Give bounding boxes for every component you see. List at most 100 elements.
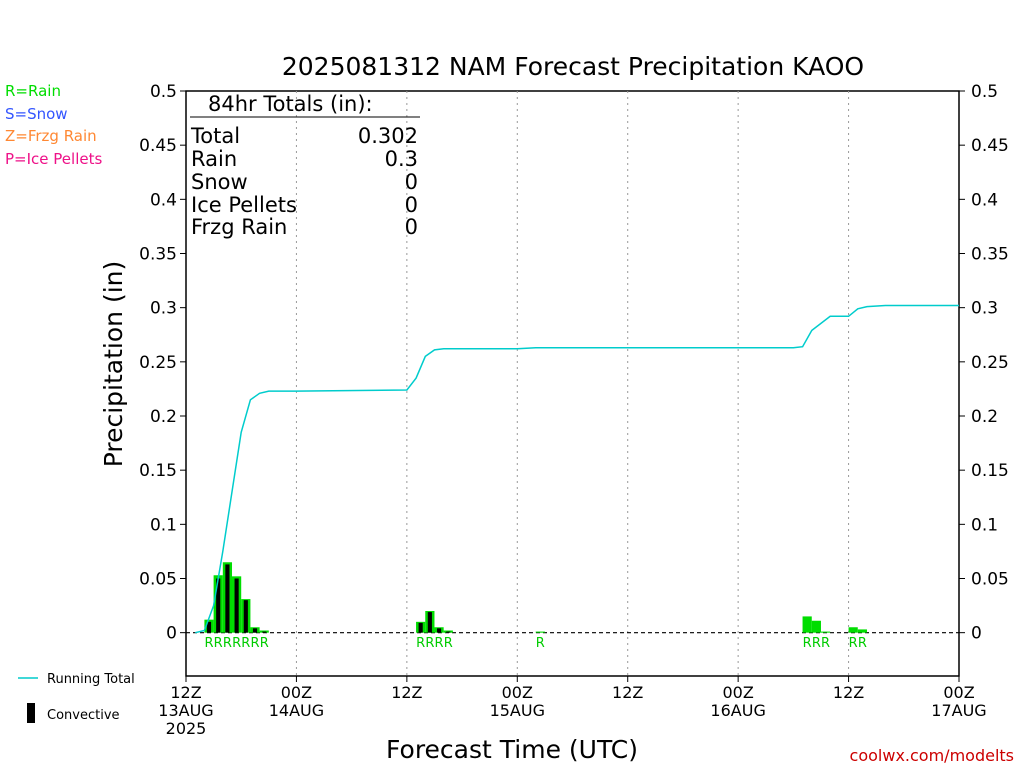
convective-bar [225,564,230,633]
precip-type-label: R [435,636,444,651]
grid-lines [295,91,850,676]
y-tick-label-right: 0 [971,624,982,644]
x-tick-label: 12Z [170,683,201,702]
precip-type-label: R [241,636,250,651]
y-tick-label-left: 0 [166,624,177,644]
precip-bar [802,616,812,633]
precip-type-label: R [803,636,812,651]
y-tick-label-right: 0.15 [971,461,1009,481]
precip-type-label: R [444,636,453,651]
legend-snow: S=Snow [5,105,68,123]
y-tick-label-right: 0.3 [971,299,998,319]
y-axis-left: 0 0.05 0.1 0.15 0.2 0.25 0.3 0.35 0.4 0.45 0.5 [139,82,186,644]
x-tick-label: 13AUG [158,701,213,720]
convective-bar [436,628,442,633]
precip-type-label: R [232,636,241,651]
precip-type-label: R [858,636,867,651]
plot-frame [185,90,960,677]
x-tick-label: 16AUG [710,701,765,720]
x-tick-label: 00Z [281,683,312,702]
legend-frzg-rain: Z=Frzg Rain [5,127,97,145]
totals-label-frzg-rain: Frzg Rain [191,215,287,239]
convective-bar [262,631,267,633]
precip-type-label: R [204,636,213,651]
precip-type-label: R [223,636,232,651]
y-tick-label-left: 0.3 [150,299,177,319]
x-tick-label: 00Z [722,683,753,702]
precip-type-label: R [425,636,434,651]
y-tick-label-right: 0.05 [971,570,1009,590]
bottom-legend: Running Total Convective [18,672,135,723]
totals-label-rain: Rain [191,147,237,171]
watermark: coolwx.com/modelts [850,746,1014,765]
convective-bar [206,621,212,633]
y-tick-label-left: 0.15 [139,461,177,481]
totals-value-rain: 0.3 [385,147,418,171]
totals-value-ice-pellets: 0 [405,193,418,217]
legend-ice-pellets: P=Ice Pellets [5,150,102,168]
precip-type-label: R [812,636,821,651]
x-tick-label: 15AUG [490,701,545,720]
precip-bar [857,629,867,633]
precip-bar [848,627,858,633]
chart-title: 2025081312 NAM Forecast Precipitation KA… [282,52,864,81]
y-tick-label-right: 0.45 [971,136,1009,156]
precip-bar [535,631,545,633]
y-tick-label-left: 0.45 [139,136,177,156]
convective-bar [252,628,258,633]
totals-value-total: 0.302 [358,124,418,148]
convective-swatch [27,703,35,723]
convective-bar [216,578,221,633]
precip-type-legend: R=Rain S=Snow Z=Frzg Rain P=Ice Pellets [5,82,102,168]
running-total-legend-label: Running Total [47,672,135,687]
precip-bars [204,562,867,633]
x-tick-label: 00Z [502,683,533,702]
convective-bar [243,600,248,633]
totals-box: 84hr Totals (in): Total 0.302 Rain 0.3 S… [190,92,420,239]
x-tick-label: 17AUG [931,701,986,720]
precip-bar [811,620,821,633]
precip-type-label: R [214,636,223,651]
running-total-layer [195,304,959,634]
legend-rain: R=Rain [5,82,61,100]
y-tick-label-right: 0.1 [971,515,998,535]
precip-type-label: R [416,636,425,651]
totals-value-snow: 0 [405,170,418,194]
convective-bar [418,622,423,633]
x-axis-label: Forecast Time (UTC) [386,735,638,764]
y-tick-label-left: 0.1 [150,515,177,535]
y-tick-label-left: 0.2 [150,407,177,427]
y-tick-label-right: 0.35 [971,245,1009,265]
convective-bar [446,631,451,633]
x-tick-label: 2025 [166,719,207,738]
y-axis-right: 0 0.05 0.1 0.15 0.2 0.25 0.3 0.35 0.4 0.45 0.5 [959,82,1009,644]
x-tick-label: 12Z [391,683,422,702]
y-tick-label-left: 0.05 [139,570,177,590]
precip-type-label: R [821,636,830,651]
precip-type-label: R [260,636,269,651]
totals-value-frzg-rain: 0 [405,215,418,239]
y-tick-label-right: 0.4 [971,190,998,210]
convective-legend-label: Convective [47,708,120,723]
x-tick-label: 12Z [833,683,864,702]
running-total-line [195,304,959,634]
totals-header: 84hr Totals (in): [208,92,373,116]
y-tick-label-left: 0.35 [139,245,177,265]
convective-bar [427,612,432,633]
x-tick-label: 00Z [943,683,974,702]
totals-label-total: Total [190,124,240,148]
y-tick-label-right: 0.25 [971,353,1009,373]
y-axis-label: Precipitation (in) [99,261,128,468]
x-tick-label: 14AUG [269,701,324,720]
y-tick-label-right: 0.5 [971,82,998,102]
precip-type-label: R [250,636,259,651]
totals-label-ice-pellets: Ice Pellets [191,193,297,217]
precip-type-label: R [849,636,858,651]
y-tick-label-right: 0.2 [971,407,998,427]
precip-bar [820,631,831,633]
y-tick-label-left: 0.5 [150,82,177,102]
precip-type-label: R [536,636,545,651]
